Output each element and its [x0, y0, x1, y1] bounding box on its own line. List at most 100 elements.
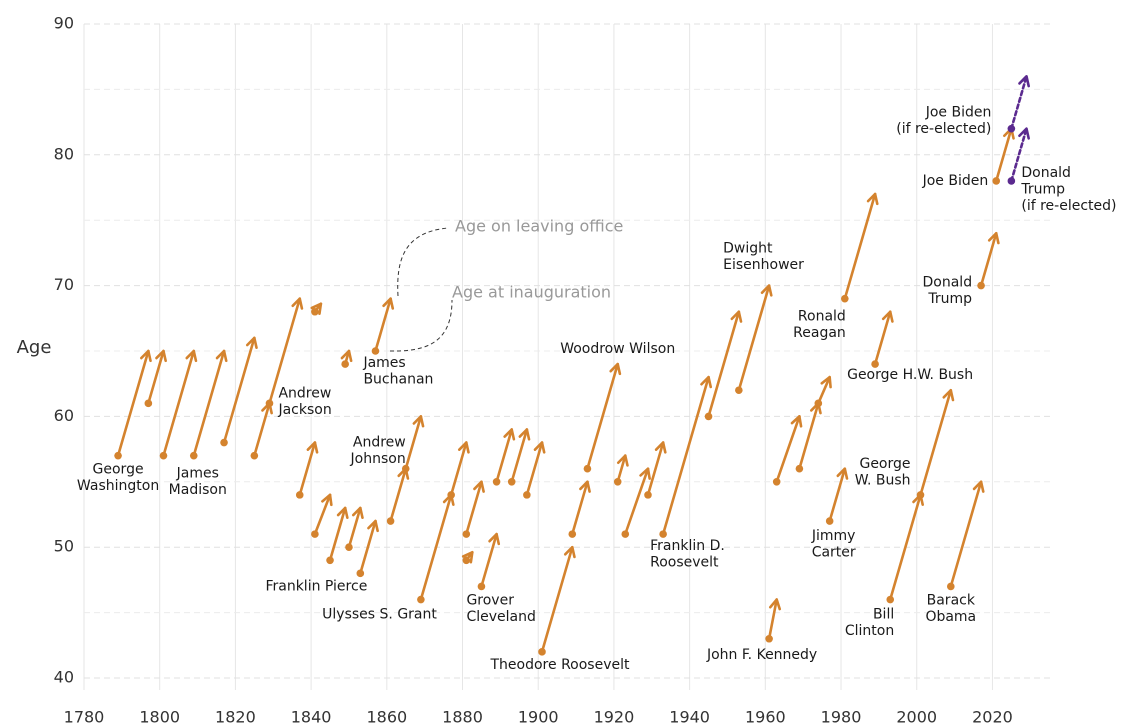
- arrow: [1007, 127, 1030, 185]
- arrow-label: Andrew: [278, 385, 331, 401]
- start-dot: [447, 491, 455, 499]
- arrow: [947, 480, 985, 591]
- arrow-label: George: [859, 456, 910, 472]
- arrow-head: [790, 415, 803, 428]
- arrow-label: Jimmy: [811, 528, 856, 544]
- arrow-line: [525, 441, 544, 497]
- start-dot: [704, 412, 713, 421]
- arrow-label: Washington: [77, 478, 159, 494]
- start-dot: [114, 451, 122, 460]
- arrow: [765, 598, 782, 643]
- x-tick-label: 2020: [972, 708, 1013, 727]
- arrow: [371, 297, 395, 355]
- x-tick-label: 1860: [366, 708, 407, 727]
- start-dot: [871, 360, 879, 368]
- arrow: [401, 415, 425, 473]
- arrow-line: [586, 362, 620, 471]
- start-dot: [220, 438, 228, 447]
- arrow-head: [518, 428, 531, 441]
- arrow-head: [881, 310, 894, 323]
- arrow-label: James: [362, 355, 405, 371]
- arrow: [356, 519, 379, 578]
- arrow-line: [707, 310, 741, 418]
- arrow-label: Cleveland: [466, 609, 535, 625]
- arrow: [886, 493, 924, 604]
- arrow-head: [579, 480, 591, 493]
- arrow-label: Grover: [466, 592, 514, 608]
- arrow-head: [730, 310, 743, 323]
- start-dot: [417, 595, 425, 604]
- start-dot: [735, 386, 743, 395]
- arrow-head: [140, 349, 152, 363]
- arrow-label: Jackson: [277, 402, 331, 418]
- x-tick-label: 1880: [442, 708, 483, 727]
- arrow-head: [412, 415, 425, 428]
- start-dot: [1007, 177, 1016, 185]
- arrow: [841, 192, 879, 303]
- arrow: [144, 349, 167, 408]
- arrow-head: [461, 550, 474, 564]
- arrow-label: Trump: [1020, 181, 1065, 197]
- arrow-label: Eisenhower: [723, 257, 804, 273]
- arrow: [814, 375, 832, 408]
- arrow-label: George: [93, 462, 144, 478]
- arrow-line: [374, 297, 392, 353]
- arrow-head: [215, 349, 228, 363]
- arrow-label: Franklin D.: [650, 538, 725, 554]
- start-dot: [568, 530, 577, 538]
- start-dot: [477, 582, 486, 591]
- arrow-head: [972, 480, 985, 493]
- arrow-head: [488, 532, 501, 546]
- arrow-head: [185, 349, 198, 363]
- arrow-label: Madison: [169, 482, 227, 498]
- arrow-line: [389, 467, 408, 523]
- y-tick-label: 80: [54, 144, 74, 163]
- arrow-line: [116, 349, 150, 457]
- arrow-head: [836, 467, 849, 480]
- start-dot: [507, 478, 516, 486]
- arrow-head: [700, 375, 713, 389]
- start-dot: [613, 478, 622, 486]
- arrow-label: Theodore Roosevelt: [490, 657, 630, 673]
- arrow-head: [987, 231, 1000, 245]
- x-tick-label: 1940: [669, 708, 710, 727]
- start-dot: [992, 177, 1001, 185]
- arrow: [447, 441, 470, 499]
- arrow-line: [737, 284, 771, 392]
- start-dot: [401, 464, 410, 473]
- arrow: [220, 336, 258, 447]
- arrow-label: Reagan: [793, 325, 846, 341]
- start-dot: [886, 595, 895, 604]
- arrow-head: [245, 336, 258, 349]
- start-dot: [371, 347, 380, 355]
- arrow: [621, 467, 651, 538]
- arrow: [613, 454, 629, 486]
- arrow-line: [888, 493, 922, 601]
- x-tick-label: 1920: [594, 708, 635, 727]
- arrow-head: [367, 519, 379, 533]
- arrow-label: Clinton: [845, 623, 894, 639]
- arrow-line: [347, 506, 362, 549]
- arrow: [295, 441, 319, 499]
- arrow-line: [949, 480, 983, 588]
- arrow-line: [465, 480, 483, 536]
- arrow-head: [155, 349, 167, 363]
- start-dot: [356, 569, 365, 578]
- arrow: [992, 127, 1015, 185]
- arrow-line: [404, 415, 423, 471]
- start-dot: [621, 530, 630, 538]
- arrow-line: [449, 441, 468, 497]
- arrow-head: [942, 388, 955, 402]
- arrow-head: [616, 454, 629, 467]
- arrow-line: [495, 428, 514, 484]
- x-tick-label: 1900: [518, 708, 559, 727]
- arrow-label: James: [176, 466, 219, 482]
- arrow-label: (if re-elected): [896, 121, 991, 137]
- arrow-line: [268, 297, 302, 405]
- arrow-line: [817, 375, 831, 405]
- arrow: [977, 231, 1000, 290]
- start-dot: [523, 491, 531, 499]
- start-dot: [492, 478, 501, 486]
- y-tick-label: 70: [54, 275, 74, 294]
- x-tick-label: 1780: [64, 708, 105, 727]
